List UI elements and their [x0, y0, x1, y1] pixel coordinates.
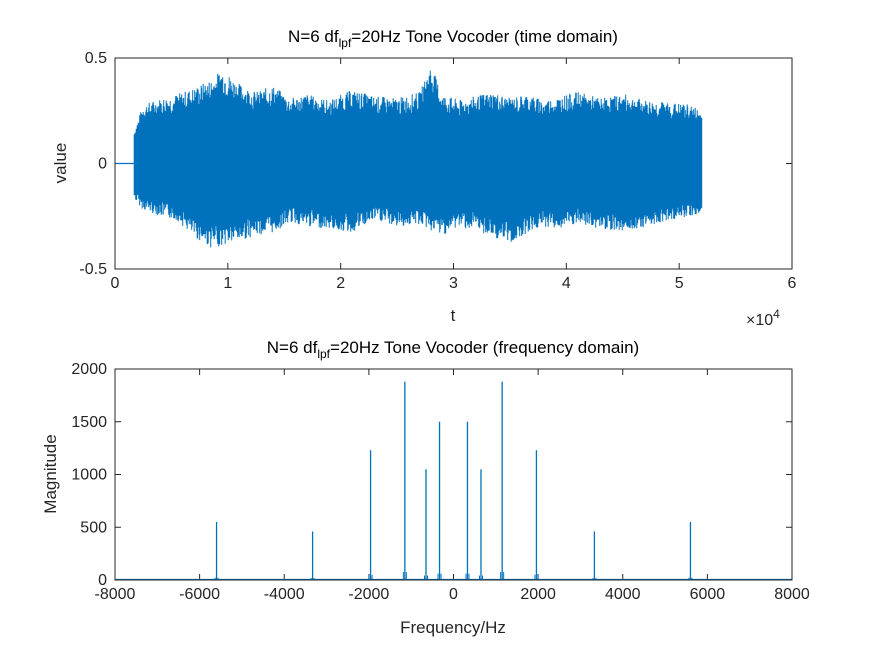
time-domain-xtick-label: 0: [111, 275, 120, 292]
time-domain-ytick-label: 0: [98, 156, 107, 173]
frequency-domain-xlabel: Frequency/Hz: [400, 618, 506, 637]
frequency-domain-xtick-label: 6000: [690, 586, 726, 603]
time-domain-title: N=6 dflpf=20Hz Tone Vocoder (time domain…: [288, 27, 618, 50]
waveform-core-band: [134, 133, 702, 194]
frequency-domain-axes: N=6 dflpf=20Hz Tone Vocoder (frequency d…: [41, 338, 810, 637]
time-domain-xtick-label: 1: [223, 275, 232, 292]
time-domain-axes-box: [114, 57, 793, 270]
time-domain-xtick-label: 5: [675, 275, 684, 292]
frequency-domain-axes-box: [114, 368, 793, 581]
time-domain-ytick-label: 0.5: [85, 50, 107, 67]
frequency-domain-ytick-label: 1000: [71, 467, 107, 484]
frequency-domain-xtick-label: -4000: [264, 586, 305, 603]
time-domain-axes: N=6 dflpf=20Hz Tone Vocoder (time domain…: [51, 27, 797, 329]
frequency-domain-xtick-label: -2000: [348, 586, 389, 603]
frequency-domain-xtick-label: -8000: [95, 586, 136, 603]
frequency-domain-xtick-label: 4000: [605, 586, 641, 603]
time-domain-waveform: [115, 70, 703, 248]
frequency-domain-ytick-label: 500: [80, 519, 107, 536]
time-domain-ylabel: value: [51, 143, 70, 184]
time-domain-xtick-label: 2: [336, 275, 345, 292]
frequency-domain-ytick-label: 2000: [71, 361, 107, 378]
frequency-domain-ytick-label: 1500: [71, 414, 107, 431]
frequency-domain-xtick-label: 2000: [520, 586, 556, 603]
time-domain-xtick-label: 6: [788, 275, 797, 292]
time-domain-xtick-label: 3: [449, 275, 458, 292]
frequency-domain-xtick-label: -6000: [179, 586, 220, 603]
time-domain-xtick-label: 4: [562, 275, 571, 292]
time-domain-xlabel: t: [451, 306, 456, 325]
frequency-domain-xtick-label: 8000: [774, 586, 810, 603]
frequency-domain-ytick-label: 0: [98, 572, 107, 589]
frequency-domain-ylabel: Magnitude: [41, 434, 60, 513]
time-domain-ytick-label: -0.5: [79, 261, 107, 278]
frequency-domain-ticks: -8000 -6000 -4000 -2000 0 2000 4000 6000 8000 0 50…: [71, 361, 809, 603]
frequency-domain-title: N=6 dflpf=20Hz Tone Vocoder (frequency d…: [267, 338, 639, 361]
time-domain-x-exponent: ×104: [746, 307, 780, 329]
frequency-domain-xtick-label: 0: [449, 586, 458, 603]
